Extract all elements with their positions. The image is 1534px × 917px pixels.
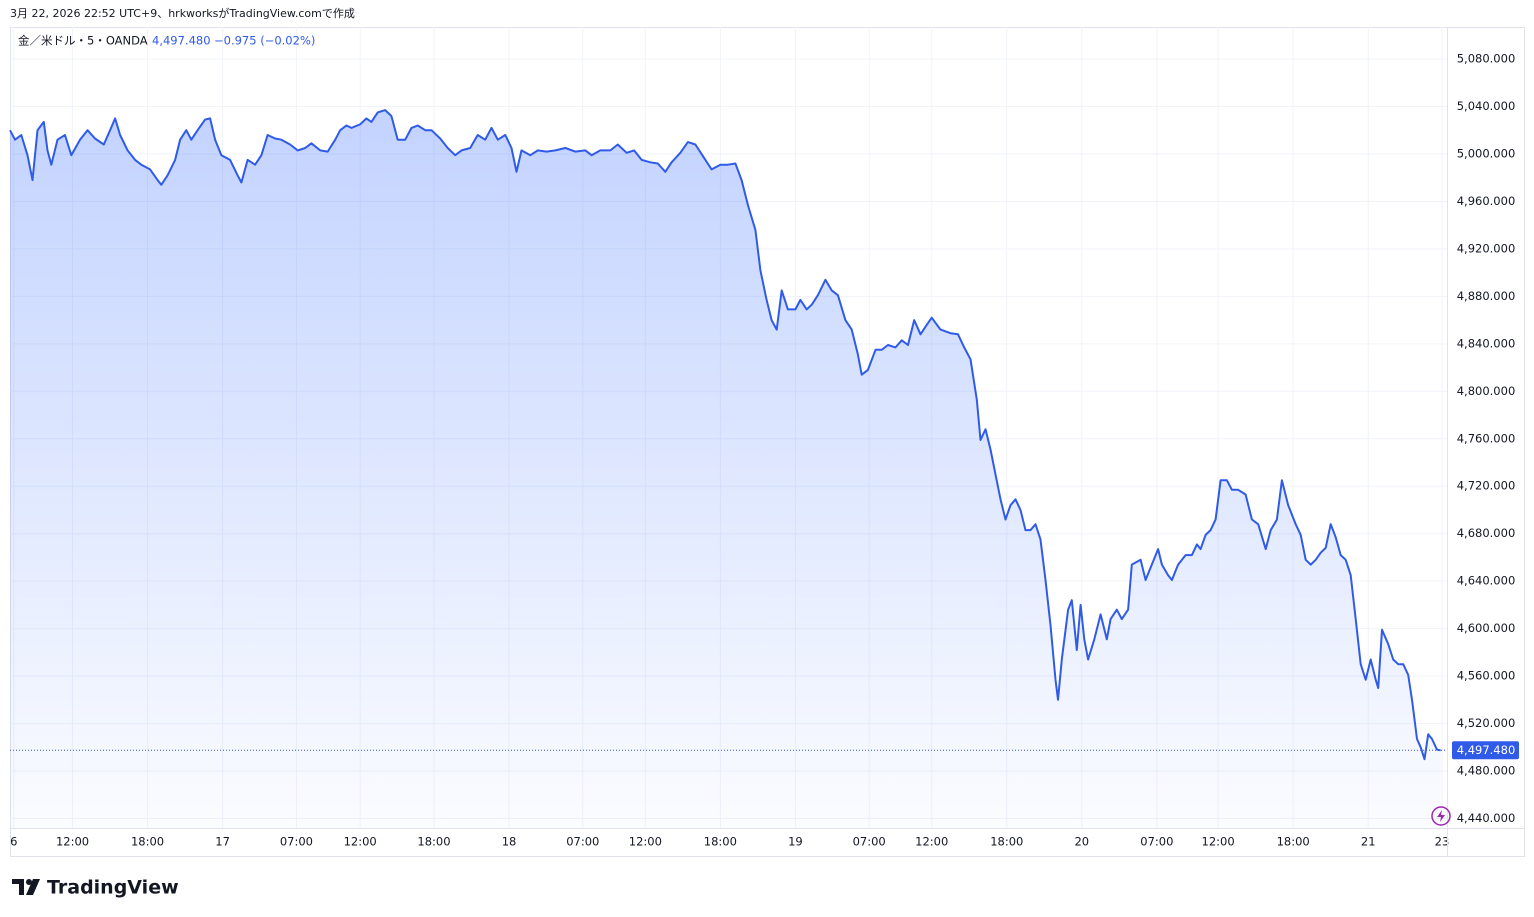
y-tick-label: 4,560.000 bbox=[1457, 669, 1516, 683]
y-tick-label: 4,760.000 bbox=[1457, 431, 1516, 445]
y-tick-label: 4,920.000 bbox=[1457, 241, 1516, 255]
x-tick-label: 07:00 bbox=[566, 835, 599, 849]
logo-dot bbox=[26, 879, 32, 885]
last-price-box bbox=[1452, 741, 1519, 760]
x-tick-label: 12:00 bbox=[1202, 835, 1235, 849]
y-tick-label: 4,640.000 bbox=[1457, 574, 1516, 588]
brand-name: TradingView bbox=[47, 877, 179, 899]
x-tick-label: 12:00 bbox=[629, 835, 662, 849]
logo-mark bbox=[12, 879, 24, 895]
y-tick-label: 4,800.000 bbox=[1457, 384, 1516, 398]
header-price: 4,497.480 bbox=[152, 34, 211, 48]
x-tick-label: 18:00 bbox=[417, 835, 450, 849]
header-change: −0.975 (−0.02%) bbox=[214, 34, 315, 48]
alert-icon[interactable] bbox=[1431, 806, 1451, 826]
x-tick-label: 17 bbox=[215, 835, 230, 849]
price-line bbox=[9, 109, 1441, 761]
x-tick-label: 21 bbox=[1361, 835, 1376, 849]
y-tick-label: 5,040.000 bbox=[1457, 99, 1516, 113]
last-price-label: 4,497.480 bbox=[1457, 743, 1516, 757]
y-tick-label: 4,720.000 bbox=[1457, 479, 1516, 493]
logo-mark bbox=[26, 879, 40, 895]
y-tick-label: 4,600.000 bbox=[1457, 621, 1516, 635]
y-tick-label: 4,960.000 bbox=[1457, 194, 1516, 208]
y-tick-label: 4,840.000 bbox=[1457, 336, 1516, 350]
alert-bolt bbox=[1437, 810, 1445, 822]
x-tick-label: 07:00 bbox=[1140, 835, 1173, 849]
y-tick-label: 5,080.000 bbox=[1457, 52, 1516, 66]
x-tick-label: 18:00 bbox=[131, 835, 164, 849]
x-tick-label: 12:00 bbox=[56, 835, 89, 849]
y-tick-label: 4,480.000 bbox=[1457, 764, 1516, 778]
x-tick-label: 18:00 bbox=[1277, 835, 1310, 849]
symbol-title: 金／米ドル・5・OANDA bbox=[18, 34, 148, 48]
plot bbox=[9, 109, 1447, 829]
x-tick-label: 18:00 bbox=[704, 835, 737, 849]
logo: TradingView bbox=[12, 877, 179, 899]
x-tick-label: 19 bbox=[788, 835, 803, 849]
created-note: 3月 22, 2026 22:52 UTC+9、hrkworksがTrading… bbox=[10, 6, 355, 20]
x-tick-label: 07:00 bbox=[853, 835, 886, 849]
x-tick-label: 18 bbox=[502, 835, 517, 849]
y-tick-label: 4,880.000 bbox=[1457, 289, 1516, 303]
y-tick-label: 5,000.000 bbox=[1457, 146, 1516, 160]
x-tick-label: 6 bbox=[10, 835, 17, 849]
x-tick-label: 12:00 bbox=[915, 835, 948, 849]
x-tick-label: 20 bbox=[1074, 835, 1089, 849]
x-tick-label: 07:00 bbox=[280, 835, 313, 849]
axes: 4,440.000 4,480.000 4,520.000 4,560.000 4,60… bbox=[10, 52, 1519, 849]
y-tick-label: 4,680.000 bbox=[1457, 526, 1516, 540]
x-tick-label: 23 bbox=[1435, 835, 1450, 849]
y-tick-label: 4,440.000 bbox=[1457, 811, 1516, 825]
area-fill bbox=[10, 110, 1441, 829]
x-tick-label: 18:00 bbox=[990, 835, 1023, 849]
y-tick-label: 4,520.000 bbox=[1457, 716, 1516, 730]
x-tick-label: 12:00 bbox=[344, 835, 377, 849]
